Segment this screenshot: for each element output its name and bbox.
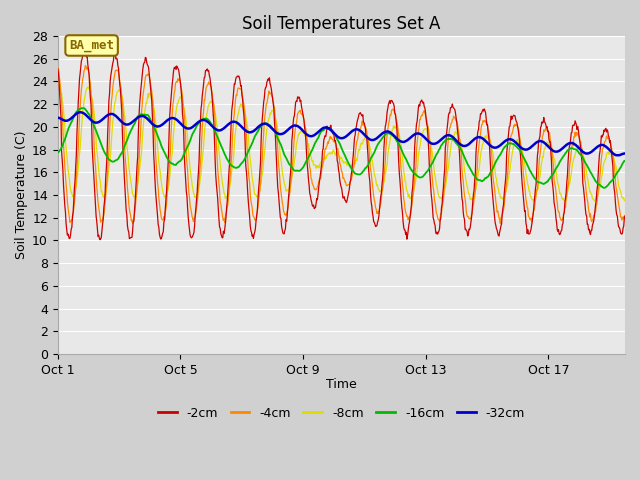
Text: BA_met: BA_met (69, 39, 114, 52)
Legend: -2cm, -4cm, -8cm, -16cm, -32cm: -2cm, -4cm, -8cm, -16cm, -32cm (153, 402, 530, 425)
Y-axis label: Soil Temperature (C): Soil Temperature (C) (15, 131, 28, 259)
Title: Soil Temperatures Set A: Soil Temperatures Set A (242, 15, 440, 33)
X-axis label: Time: Time (326, 378, 356, 391)
